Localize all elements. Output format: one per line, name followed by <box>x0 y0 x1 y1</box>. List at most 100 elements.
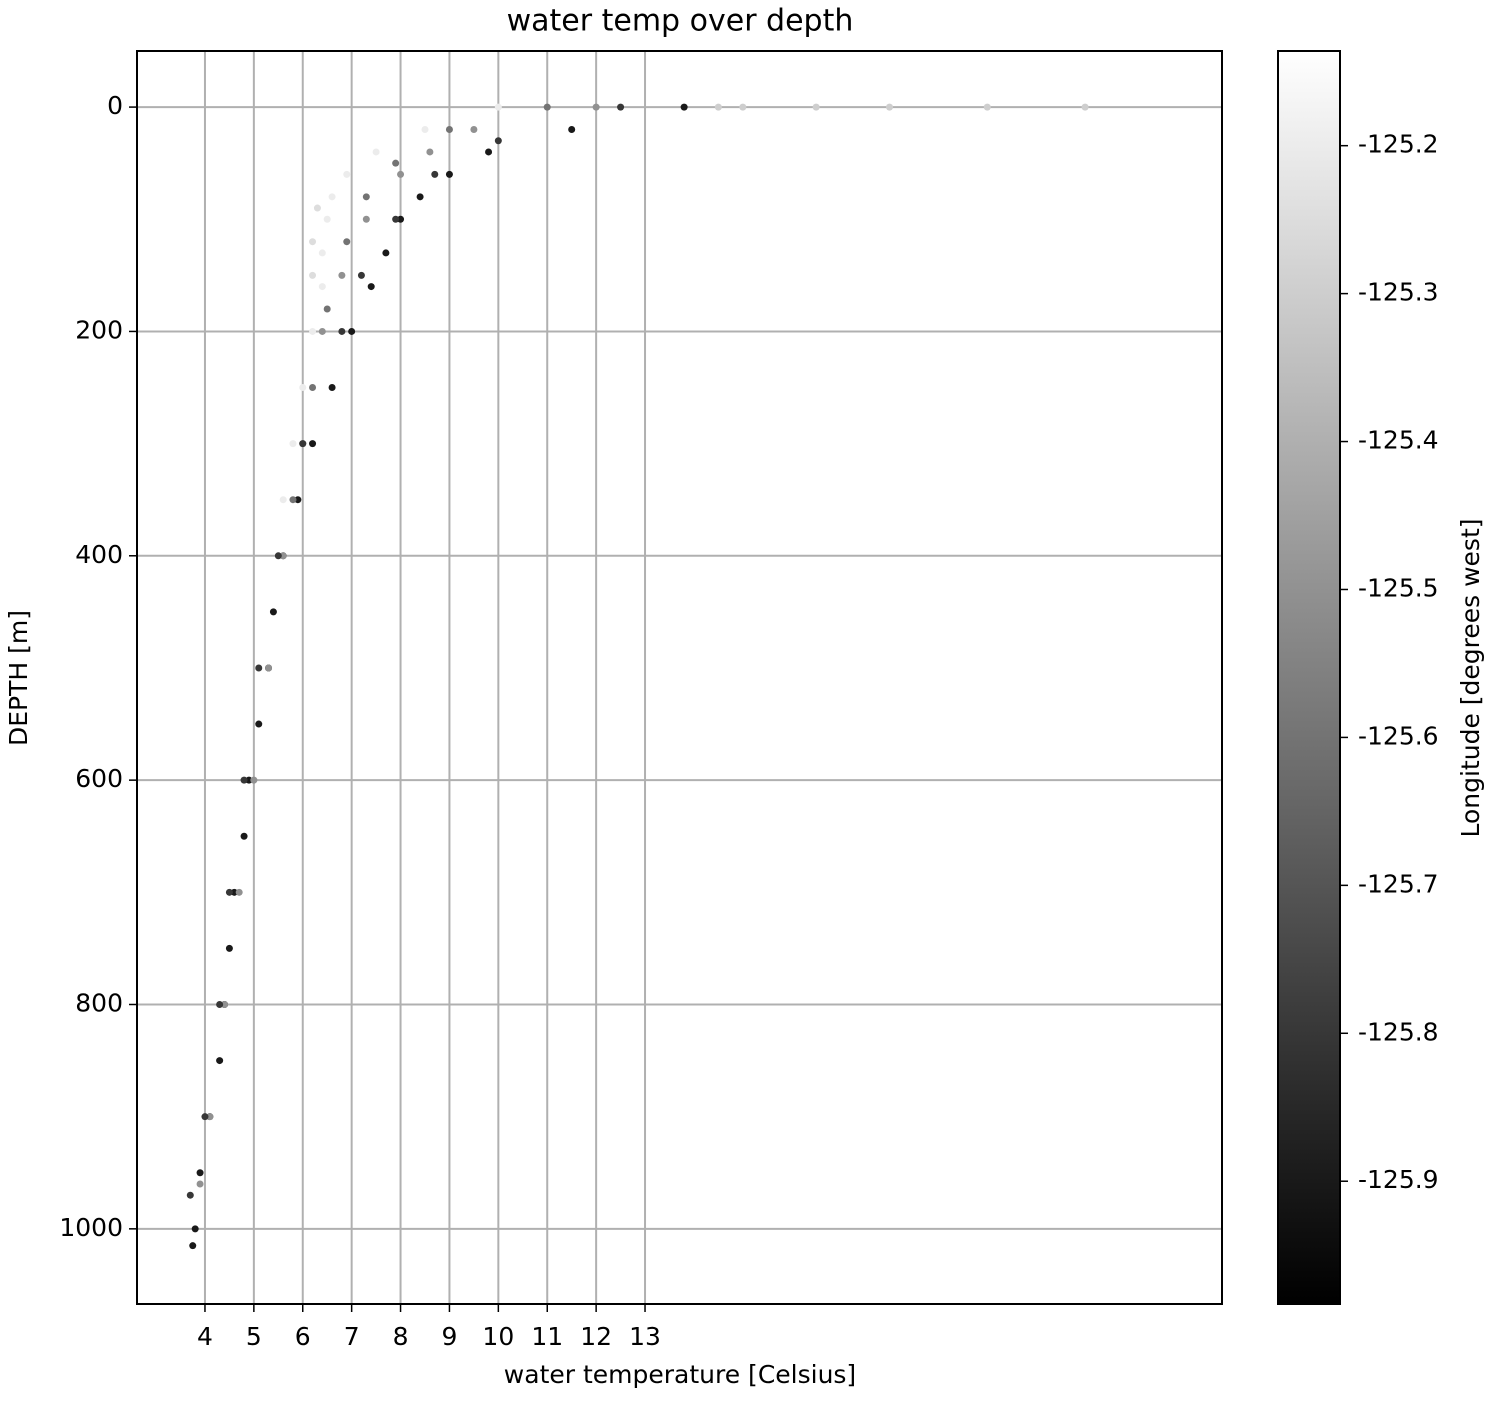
point <box>397 215 405 223</box>
point <box>470 126 478 134</box>
point <box>225 944 233 952</box>
point <box>309 238 317 246</box>
point <box>235 888 243 896</box>
point <box>338 327 346 335</box>
colorbar-tick-label: -125.5 <box>1358 573 1439 602</box>
point <box>328 384 336 392</box>
point <box>392 215 400 223</box>
x-axis-label: water temperature [Celsius] <box>504 1360 856 1389</box>
point <box>372 148 380 156</box>
point <box>739 103 747 111</box>
point <box>274 552 282 560</box>
point <box>1081 103 1089 111</box>
point <box>397 170 405 178</box>
point <box>494 137 502 145</box>
point <box>431 170 439 178</box>
point <box>362 215 370 223</box>
y-tick-label: 600 <box>75 764 123 793</box>
point <box>189 1242 197 1250</box>
point <box>216 1000 224 1008</box>
point <box>812 103 820 111</box>
points <box>186 103 1089 1250</box>
point <box>294 496 302 504</box>
point <box>426 148 434 156</box>
point <box>289 440 297 448</box>
grid <box>137 51 1222 1304</box>
x-tick-label: 9 <box>441 1322 457 1351</box>
point <box>318 327 326 335</box>
point <box>714 103 722 111</box>
point <box>421 126 429 134</box>
point <box>221 1000 229 1008</box>
point <box>250 776 258 784</box>
point <box>255 720 263 728</box>
point <box>983 103 991 111</box>
colorbar-tick-label: -125.9 <box>1358 1165 1439 1194</box>
point <box>269 608 277 616</box>
point <box>886 103 894 111</box>
point <box>309 271 317 279</box>
point <box>382 249 390 257</box>
point <box>216 1057 224 1065</box>
point <box>196 1169 204 1177</box>
point <box>357 271 365 279</box>
point <box>318 283 326 291</box>
colorbar-tick-label: -125.6 <box>1358 721 1439 750</box>
point <box>362 193 370 201</box>
point <box>338 271 346 279</box>
x-tick-label: 10 <box>482 1322 514 1351</box>
x-tick-label: 12 <box>580 1322 612 1351</box>
point <box>543 103 551 111</box>
point <box>279 552 287 560</box>
point <box>392 159 400 167</box>
x-tick-label: 13 <box>629 1322 661 1351</box>
point <box>299 440 307 448</box>
point <box>309 440 317 448</box>
point <box>279 496 287 504</box>
point <box>245 776 253 784</box>
colorbar-tick-label: -125.4 <box>1358 426 1439 455</box>
point <box>196 1180 204 1188</box>
point <box>230 888 238 896</box>
point <box>318 249 326 257</box>
point <box>348 327 356 335</box>
y-tick-label: 400 <box>75 540 123 569</box>
point <box>240 832 248 840</box>
y-tick-label: 1000 <box>59 1213 123 1242</box>
point <box>299 384 307 392</box>
point <box>206 1113 214 1121</box>
x-tick-label: 4 <box>197 1322 213 1351</box>
point <box>367 283 375 291</box>
colorbar-tick-label: -125.8 <box>1358 1017 1439 1046</box>
point <box>617 103 625 111</box>
x-tick-label: 6 <box>295 1322 311 1351</box>
y-tick-label: 800 <box>75 988 123 1017</box>
point <box>323 215 331 223</box>
x-tick-label: 11 <box>531 1322 563 1351</box>
point <box>445 126 453 134</box>
x-tick-label: 5 <box>246 1322 262 1351</box>
chart-title: water temp over depth <box>507 4 854 39</box>
point <box>186 1191 194 1199</box>
point <box>265 664 273 672</box>
colorbar-tick-label: -125.7 <box>1358 869 1439 898</box>
y-tick-label: 0 <box>107 91 123 120</box>
point <box>680 103 688 111</box>
x-tick-label: 7 <box>344 1322 360 1351</box>
point <box>445 170 453 178</box>
point <box>494 103 502 111</box>
point <box>309 384 317 392</box>
point <box>485 148 493 156</box>
point <box>416 193 424 201</box>
point <box>309 327 317 335</box>
y-tick-label: 200 <box>75 315 123 344</box>
point <box>255 664 263 672</box>
point <box>343 238 351 246</box>
point <box>289 496 297 504</box>
point <box>323 305 331 313</box>
point <box>592 103 600 111</box>
point <box>313 204 321 212</box>
point <box>201 1113 209 1121</box>
y-axis-label: DEPTH [m] <box>4 610 33 746</box>
